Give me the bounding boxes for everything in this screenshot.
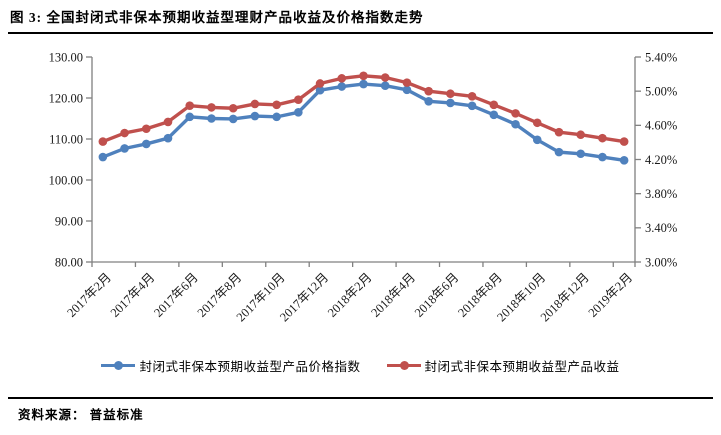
- x-axis-tick-label: 2018年6月: [412, 270, 462, 320]
- data-point-marker: [98, 152, 108, 162]
- price-index-marker-icon: [101, 361, 136, 370]
- x-axis-tick-label: 2019年2月: [586, 270, 636, 320]
- data-point-marker: [619, 156, 629, 165]
- data-point-marker: [163, 133, 173, 143]
- data-point-marker: [359, 79, 368, 89]
- data-point-marker: [294, 95, 303, 105]
- data-point-marker: [185, 101, 195, 110]
- right-axis: 5.40% 5.00% 4.60% 4.20% 3.80% 3.40% 3.00%: [635, 50, 677, 269]
- right-axis-tick-label: 4.60%: [645, 119, 677, 133]
- data-point-marker: [120, 144, 129, 153]
- data-point-marker: [228, 103, 238, 113]
- data-point-marker: [250, 99, 260, 109]
- x-axis-tick-label: 2018年2月: [325, 270, 375, 320]
- data-point-marker: [120, 128, 129, 138]
- data-point-marker: [315, 85, 325, 95]
- x-axis-tick-label: 2017年2月: [64, 270, 114, 320]
- data-point-marker: [402, 85, 412, 95]
- data-point-marker: [576, 149, 585, 159]
- right-axis-tick-label: 3.40%: [645, 221, 677, 235]
- data-point-marker: [380, 73, 390, 82]
- x-axis-tick-label: 2017年6月: [151, 270, 201, 320]
- data-point-marker: [598, 133, 607, 143]
- right-axis-tick-label: 5.00%: [645, 84, 677, 98]
- data-point-marker: [380, 81, 390, 90]
- title-divider: [8, 32, 713, 34]
- left-axis-tick-label: 110.00: [49, 132, 83, 146]
- right-axis-tick-label: 4.20%: [645, 153, 677, 167]
- source-divider: [8, 397, 713, 399]
- x-axis-tick-label: 2018年4月: [368, 270, 418, 320]
- data-point-marker: [576, 130, 585, 140]
- data-point-marker: [207, 114, 216, 123]
- figure-title: 图 3: 全国封闭式非保本预期收益型理财产品收益及价格指数走势: [10, 10, 424, 25]
- yield-marker-icon: [386, 361, 421, 370]
- data-point-marker: [142, 124, 151, 134]
- data-point-marker: [446, 98, 455, 108]
- x-axis: 2017年2月2017年4月2017年6月2017年8月2017年10月2017…: [64, 262, 636, 324]
- data-point-marker: [489, 100, 499, 110]
- data-point-marker: [163, 117, 173, 127]
- series-price-index: [98, 79, 629, 165]
- data-point-marker: [446, 89, 455, 99]
- data-point-marker: [467, 91, 477, 101]
- right-axis-tick-label: 5.40%: [645, 50, 677, 64]
- data-point-marker: [315, 79, 325, 88]
- legend-label-yield: 封闭式非保本预期收益型产品收益: [424, 360, 620, 374]
- left-axis-tick-label: 130.00: [49, 50, 83, 64]
- data-point-marker: [207, 103, 216, 112]
- data-point-marker: [272, 100, 281, 110]
- data-point-marker: [272, 112, 281, 122]
- chart-legend: 封闭式非保本预期收益型产品价格指数 封闭式非保本预期收益型产品收益: [0, 356, 721, 375]
- data-point-marker: [489, 110, 499, 120]
- data-point-marker: [142, 139, 151, 149]
- data-point-marker: [619, 137, 629, 146]
- data-point-marker: [554, 147, 564, 157]
- data-point-marker: [511, 109, 520, 118]
- data-point-marker: [337, 74, 347, 83]
- data-point-marker: [598, 152, 607, 162]
- x-axis-tick-label: 2017年4月: [108, 270, 158, 320]
- data-point-marker: [424, 86, 433, 96]
- source-note: 资料来源： 普益标准: [18, 408, 144, 422]
- data-point-marker: [532, 135, 542, 145]
- legend-item-yield: 封闭式非保本预期收益型产品收益: [386, 356, 620, 375]
- data-point-marker: [359, 71, 368, 81]
- data-point-marker: [511, 119, 520, 129]
- data-point-marker: [532, 118, 542, 128]
- left-axis-tick-label: 100.00: [49, 173, 83, 187]
- legend-label-price-index: 封闭式非保本预期收益型产品价格指数: [139, 360, 361, 374]
- data-point-marker: [337, 82, 347, 91]
- left-axis: 130.00 120.00 110.00 100.00 90.00 80.00: [49, 50, 92, 269]
- data-point-marker: [294, 108, 303, 117]
- data-point-marker: [228, 114, 238, 124]
- right-axis-tick-label: 3.80%: [645, 187, 677, 201]
- right-axis-tick-label: 3.00%: [645, 255, 677, 269]
- data-point-marker: [554, 127, 564, 137]
- left-axis-tick-label: 90.00: [55, 214, 83, 228]
- data-point-marker: [98, 137, 108, 146]
- data-point-marker: [467, 101, 477, 111]
- data-point-marker: [250, 111, 260, 121]
- data-point-marker: [185, 112, 195, 122]
- legend-item-price-index: 封闭式非保本预期收益型产品价格指数: [101, 356, 360, 375]
- data-point-marker: [424, 96, 433, 106]
- series-yield: [98, 71, 629, 146]
- left-axis-tick-label: 80.00: [55, 255, 83, 269]
- data-point-marker: [402, 78, 412, 87]
- left-axis-tick-label: 120.00: [49, 91, 83, 105]
